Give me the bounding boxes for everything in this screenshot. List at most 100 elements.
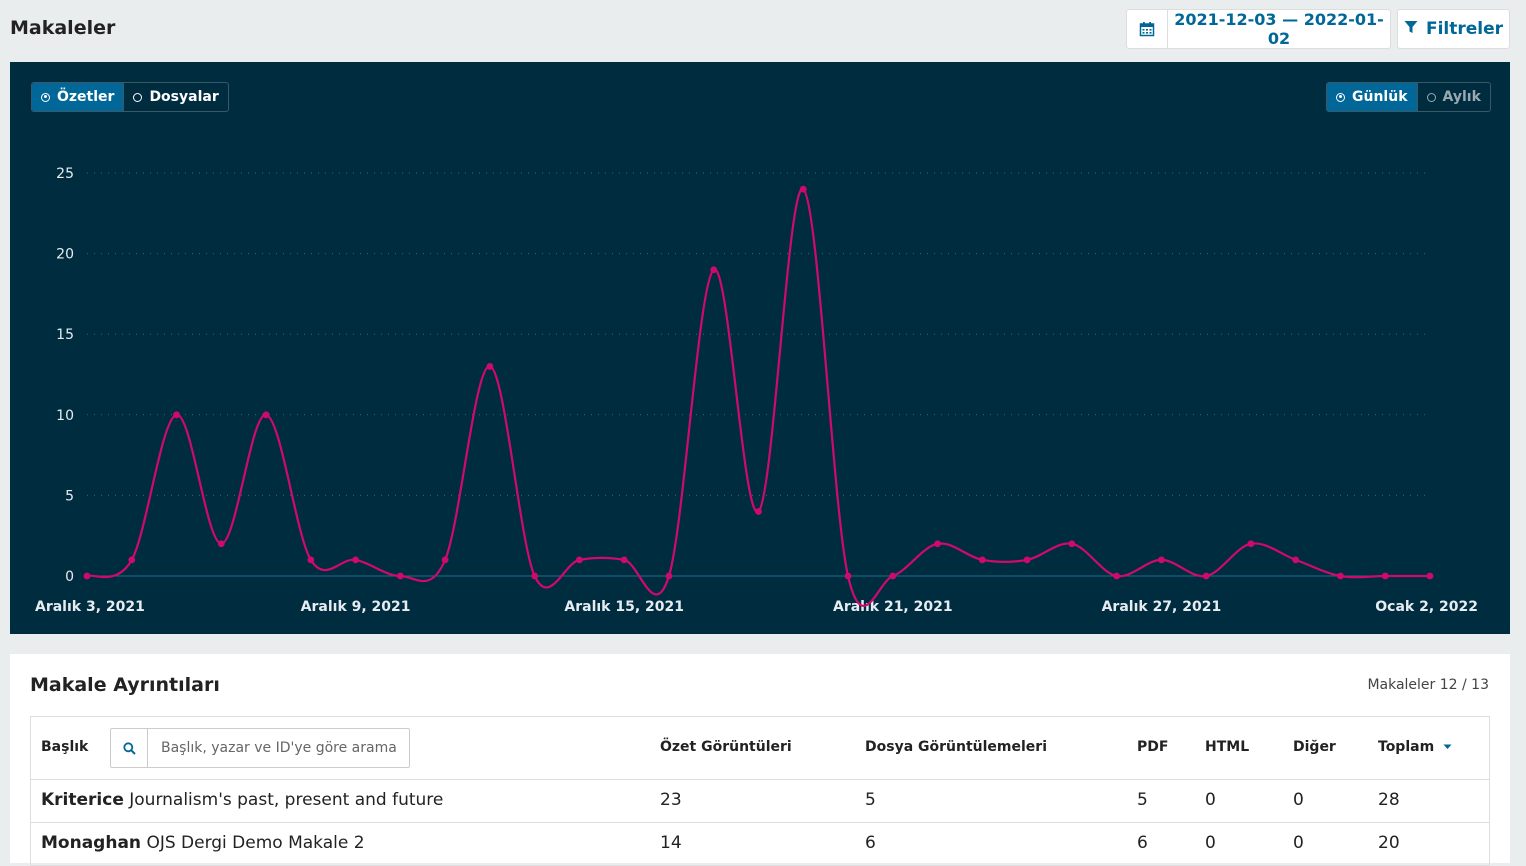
y-tick-label: 5 (65, 488, 74, 504)
filter-icon (1404, 19, 1418, 39)
column-total-label: Toplam (1378, 739, 1435, 755)
data-point (1292, 556, 1300, 564)
toggle-files[interactable]: Dosyalar (123, 83, 227, 111)
data-point (576, 556, 583, 564)
data-point (307, 556, 315, 564)
data-point (217, 540, 225, 548)
data-point (799, 185, 807, 193)
data-point (934, 540, 941, 548)
series-line (86, 187, 1430, 607)
y-tick-label: 15 (56, 327, 74, 343)
data-point (1337, 572, 1344, 580)
search-icon[interactable] (111, 729, 148, 767)
filters-label: Filtreler (1425, 19, 1504, 39)
data-point (352, 556, 359, 564)
table-header: Başlık Özet Görüntüleri Dosya Görüntülem… (31, 717, 1489, 780)
row-article-title: Journalism's past, present and future (129, 790, 444, 810)
date-range-button[interactable]: 2021-12-03 — 2022-01-02 (1126, 9, 1391, 49)
data-point (844, 572, 852, 580)
timeframe-toggle-group: Günlük Aylık (1326, 82, 1491, 112)
date-range-text: 2021-12-03 — 2022-01-02 (1174, 10, 1384, 48)
row-html: 0 (1205, 790, 1216, 810)
calendar-icon (1127, 10, 1168, 48)
column-file-views[interactable]: Dosya Görüntülemeleri (865, 739, 1047, 755)
chart-panel: 0 5 10 15 20 25 Aralık 3, 2021 Aralık 9, 2021 Ar… (10, 62, 1510, 634)
data-point (620, 556, 628, 564)
data-point (441, 556, 449, 564)
row-title-cell: Monaghan OJS Dergi Demo Makale 2 (41, 833, 365, 853)
data-point (1023, 556, 1031, 564)
column-total[interactable]: Toplam (1378, 739, 1452, 755)
row-file-views: 6 (865, 833, 876, 853)
data-point (1113, 572, 1121, 580)
column-abstract-views[interactable]: Özet Görüntüleri (660, 739, 792, 755)
x-tick-label: Aralık 15, 2021 (564, 599, 684, 615)
toggle-files-label: Dosyalar (149, 89, 219, 105)
row-total: 28 (1378, 790, 1400, 810)
page-header: Makaleler 2021-12-03 — 2022-01-02 Filtre… (0, 0, 1526, 62)
row-abstract-views: 23 (660, 790, 682, 810)
x-tick-label: Aralık 9, 2021 (301, 599, 411, 615)
row-html: 0 (1205, 833, 1216, 853)
x-tick-label: Ocak 2, 2022 (1375, 599, 1478, 615)
toggle-daily-label: Günlük (1352, 89, 1408, 105)
toggle-monthly[interactable]: Aylık (1416, 83, 1490, 111)
data-point (1158, 556, 1165, 564)
row-article-title: OJS Dergi Demo Makale 2 (146, 833, 365, 853)
toggle-abstracts-label: Özetler (57, 89, 115, 105)
y-tick-label: 10 (56, 408, 74, 424)
row-other: 0 (1293, 833, 1304, 853)
data-point (1202, 572, 1210, 580)
row-author: Monaghan (41, 833, 142, 853)
data-point (978, 556, 986, 564)
search-box (110, 728, 410, 768)
data-point (396, 572, 404, 580)
x-tick-label: Aralık 27, 2021 (1102, 599, 1222, 615)
data-point (486, 363, 494, 370)
search-input[interactable] (148, 739, 409, 757)
data-point (1247, 540, 1255, 548)
column-html[interactable]: HTML (1205, 739, 1250, 755)
data-point (755, 508, 762, 515)
table-row[interactable]: Kriterice Journalism's past, present and… (31, 780, 1489, 823)
data-point (262, 411, 270, 419)
row-pdf: 6 (1137, 833, 1148, 853)
data-point (128, 556, 136, 564)
data-point (1381, 572, 1389, 580)
data-point (1068, 540, 1076, 548)
toggle-abstracts[interactable]: Özetler (32, 83, 124, 111)
metric-toggle-group: Özetler Dosyalar (31, 82, 229, 112)
row-author: Kriterice (41, 790, 124, 810)
row-pdf: 5 (1137, 790, 1148, 810)
page-title: Makaleler (10, 17, 116, 39)
column-pdf[interactable]: PDF (1137, 739, 1169, 755)
row-title-cell: Kriterice Journalism's past, present and… (41, 790, 443, 810)
column-title[interactable]: Başlık (41, 739, 89, 755)
data-point (531, 572, 539, 580)
data-point (83, 572, 91, 580)
row-file-views: 5 (865, 790, 876, 810)
details-panel: Makale Ayrıntıları Makaleler 12 / 13 Baş… (10, 654, 1510, 866)
x-tick-label: Aralık 21, 2021 (833, 599, 953, 615)
table-row[interactable]: Monaghan OJS Dergi Demo Makale 2 14 6 6 … (31, 823, 1489, 866)
row-abstract-views: 14 (660, 833, 682, 853)
articles-table: Başlık Özet Görüntüleri Dosya Görüntülem… (30, 716, 1490, 866)
data-point (173, 411, 180, 419)
y-tick-label: 0 (65, 569, 74, 585)
toggle-daily[interactable]: Günlük (1327, 83, 1417, 111)
x-tick-label: Aralık 3, 2021 (35, 599, 145, 615)
y-tick-label: 20 (56, 247, 74, 263)
details-title: Makale Ayrıntıları (30, 674, 220, 696)
row-total: 20 (1378, 833, 1400, 853)
data-point (1426, 572, 1434, 580)
toggle-monthly-label: Aylık (1442, 89, 1481, 105)
column-other[interactable]: Diğer (1293, 739, 1336, 755)
radio-checked-icon (1336, 92, 1345, 102)
filters-button[interactable]: Filtreler (1397, 9, 1510, 49)
data-point (710, 266, 718, 274)
y-tick-label: 25 (56, 166, 74, 182)
row-other: 0 (1293, 790, 1304, 810)
sort-desc-icon (1443, 744, 1452, 749)
radio-unchecked-icon (1426, 92, 1436, 102)
line-chart: 0 5 10 15 20 25 Aralık 3, 2021 Aralık 9, 2021 Ar… (35, 166, 1478, 615)
